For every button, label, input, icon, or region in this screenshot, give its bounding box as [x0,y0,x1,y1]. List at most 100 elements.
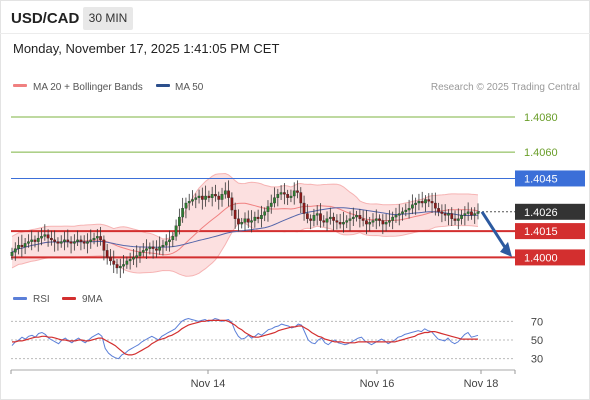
candle-body [89,239,93,242]
rsi-tick-70: 70 [531,316,543,328]
candle-body [476,211,480,214]
candle-body [473,213,477,216]
candle-body [388,220,391,223]
candle-body [433,202,437,209]
candle-body [115,264,119,269]
candle-body [263,211,267,216]
candle-body [145,248,148,251]
candle-body [155,248,158,251]
candle-body [312,215,316,221]
candle-body [178,216,181,226]
candle-body [253,216,257,221]
x-tick-label: Nov 18 [464,378,499,390]
price-labels: 1.4080 1.4060 1.4045 1.4026 1.4015 1.4000 [515,112,585,266]
symbol-title: USD/CAD [11,10,80,27]
candle-body [181,208,184,218]
candle-body [118,266,122,269]
candle-body [86,241,89,244]
candle-body [342,222,345,225]
candle-body [102,239,106,251]
current-price-box [515,203,585,220]
x-axis-ticks: Nov 14 Nov 16 Nov 18 [10,370,516,390]
level-label-1.4015: 1.4015 [524,226,558,238]
candle-body [260,215,263,219]
candle-body [355,215,358,218]
candle-body [306,213,309,219]
bollinger-upper-line [11,172,479,240]
candle-body [266,206,270,212]
candle-body [417,201,421,204]
rsi-tick-30: 30 [531,354,543,366]
candle-body [30,239,34,242]
candle-body [378,218,381,221]
candle-body [214,194,217,197]
candle-body [66,239,70,242]
candle-body [325,218,329,223]
candle-body [158,246,162,251]
candle-body [424,199,427,204]
candle-body [404,209,408,212]
x-tick-label: Nov 14 [191,378,226,390]
candle-body [358,215,362,219]
timeframe-badge[interactable]: 30 MIN [83,7,133,30]
bollinger-band-fill [12,173,478,277]
chart-header: USD/CAD 30 MIN [0,0,590,36]
candle-body [50,237,53,241]
rsi-ma9-line [12,319,478,356]
legend-label-ma50: MA 50 [175,82,204,93]
candle-body [194,197,198,200]
candle-body [220,194,224,200]
candle-body [138,252,142,256]
header-divider [0,33,590,34]
candle-body [345,220,349,223]
candle-body [135,255,139,258]
candle-body [59,241,63,244]
candle-body [243,218,247,223]
candle-body [128,259,132,262]
rsi-tick-50: 50 [531,335,543,347]
rsi-legend: RSI 9MA [13,294,103,305]
candle-body [292,190,296,197]
candle-body [63,239,66,242]
legend-swatch-bollinger [13,84,27,87]
level-label-1.4000: 1.4000 [524,252,558,264]
candle-body [411,204,414,209]
candle-body [227,190,230,198]
candle-body [125,260,129,265]
candle-body [184,202,188,209]
legend-swatch-rsi [13,297,27,300]
candle-body [361,218,365,221]
candle-body [401,211,404,214]
candle-body [217,195,221,200]
level-label-1.4080: 1.4080 [524,112,558,124]
candle-body [414,202,417,205]
legend-swatch-ma50 [156,84,170,87]
candle-body [256,216,260,219]
candle-body [420,201,424,204]
candle-body [273,197,276,204]
candle-body [27,241,30,244]
candle-body [210,194,214,198]
candle-body [427,199,431,202]
candle-body [230,197,234,211]
rsi-panel: 70 50 30 [11,316,543,366]
candle-body [276,194,280,198]
candle-body [286,194,290,198]
candle-body [207,195,211,198]
candle-body [174,225,178,237]
candle-body [237,218,240,225]
candle-body [76,239,79,242]
candle-body [348,218,352,221]
level-label-1.4045: 1.4045 [524,173,558,185]
candle-body [456,218,460,221]
candle-body [112,260,116,265]
candlesticks [10,180,480,278]
candle-body [335,220,339,223]
legend-label-rsi: RSI [33,294,50,305]
candle-body [283,192,286,195]
candle-body [279,192,283,195]
arrow-shaft [480,210,508,250]
level-box-1.4015 [515,223,585,240]
candle-body [332,216,335,221]
